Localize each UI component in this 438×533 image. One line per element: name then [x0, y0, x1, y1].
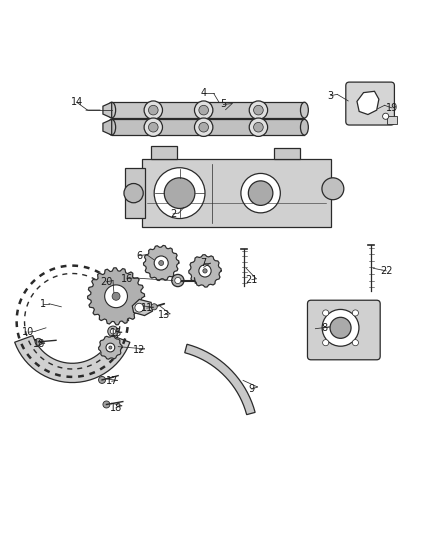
Circle shape [35, 338, 42, 345]
Circle shape [383, 113, 389, 119]
Text: 5: 5 [220, 100, 226, 109]
Ellipse shape [300, 119, 308, 135]
FancyBboxPatch shape [346, 82, 394, 125]
Circle shape [322, 178, 344, 200]
Ellipse shape [254, 123, 263, 132]
Text: 13: 13 [158, 310, 170, 320]
Ellipse shape [249, 101, 268, 119]
Bar [151, 146, 177, 159]
Ellipse shape [199, 123, 208, 132]
Circle shape [323, 310, 329, 316]
Polygon shape [14, 336, 130, 383]
Ellipse shape [254, 106, 263, 115]
Text: 3: 3 [328, 91, 334, 101]
Text: 15: 15 [110, 328, 122, 338]
Polygon shape [88, 268, 145, 325]
Text: 22: 22 [380, 266, 392, 276]
Circle shape [110, 329, 116, 334]
Circle shape [154, 168, 205, 219]
Circle shape [154, 256, 168, 270]
Circle shape [103, 401, 110, 408]
Bar [125, 168, 145, 219]
Ellipse shape [108, 102, 116, 118]
Circle shape [203, 269, 207, 273]
Bar [274, 148, 300, 159]
Bar [142, 159, 331, 227]
Bar [112, 102, 304, 118]
Polygon shape [103, 119, 112, 135]
Circle shape [151, 304, 157, 310]
Text: 7: 7 [201, 258, 207, 268]
Text: 14: 14 [71, 97, 83, 107]
Text: 2: 2 [170, 209, 176, 219]
Text: 17: 17 [106, 376, 118, 386]
Text: 4: 4 [201, 88, 207, 99]
Text: 11: 11 [141, 303, 153, 313]
Text: 16: 16 [121, 274, 133, 284]
Text: 10: 10 [22, 327, 35, 337]
Circle shape [105, 285, 127, 308]
Polygon shape [132, 300, 152, 316]
Ellipse shape [199, 106, 208, 115]
Text: 20: 20 [100, 277, 113, 287]
Ellipse shape [194, 118, 213, 136]
Text: 1: 1 [40, 298, 46, 309]
Polygon shape [144, 246, 179, 280]
Polygon shape [189, 255, 221, 287]
Polygon shape [99, 336, 122, 359]
Circle shape [322, 310, 359, 346]
Polygon shape [103, 102, 112, 118]
Ellipse shape [300, 102, 308, 118]
Circle shape [199, 265, 211, 277]
Circle shape [159, 261, 164, 265]
Circle shape [248, 181, 273, 205]
Circle shape [323, 340, 329, 346]
Circle shape [135, 303, 144, 312]
Bar [112, 119, 304, 135]
Ellipse shape [194, 101, 213, 119]
Circle shape [175, 278, 181, 284]
Polygon shape [185, 344, 255, 415]
Circle shape [172, 274, 184, 287]
Ellipse shape [148, 106, 158, 115]
Text: 18: 18 [33, 340, 46, 350]
Text: 21: 21 [246, 274, 258, 285]
Circle shape [108, 326, 118, 336]
Circle shape [352, 310, 358, 316]
FancyBboxPatch shape [307, 300, 380, 360]
Text: 8: 8 [321, 323, 327, 333]
Ellipse shape [144, 101, 162, 119]
Circle shape [330, 317, 351, 338]
Circle shape [109, 346, 112, 349]
Circle shape [106, 343, 115, 352]
Circle shape [99, 376, 106, 383]
Circle shape [112, 292, 120, 300]
Circle shape [241, 173, 280, 213]
Text: 9: 9 [249, 384, 255, 394]
Circle shape [124, 183, 143, 203]
Text: 19: 19 [386, 103, 398, 113]
Text: 18: 18 [110, 402, 122, 413]
Text: 12: 12 [133, 345, 145, 355]
Text: 6: 6 [136, 251, 142, 261]
Ellipse shape [249, 118, 268, 136]
Ellipse shape [108, 119, 116, 135]
Circle shape [164, 178, 195, 208]
Circle shape [352, 340, 358, 346]
Ellipse shape [144, 118, 162, 136]
Ellipse shape [148, 123, 158, 132]
Bar [387, 116, 397, 124]
Polygon shape [357, 91, 379, 115]
